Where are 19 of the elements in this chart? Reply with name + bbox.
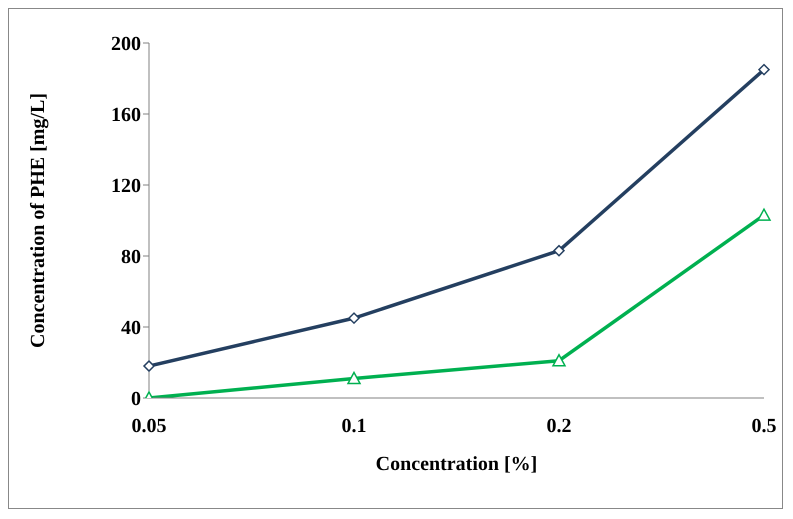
x-tick-label: 0.05: [132, 415, 166, 438]
point: [552, 354, 566, 366]
y-axis-title: Concentration of PHE [mg/L]: [27, 93, 50, 348]
point: [758, 64, 770, 76]
x-tick-label: 0.2: [546, 415, 572, 438]
point: [347, 372, 361, 384]
y-tick-label: 200: [111, 33, 141, 56]
y-tick-label: 0: [131, 388, 141, 410]
x-tick-label: 0.1: [342, 415, 366, 438]
x-axis-title: Concentration [%]: [376, 453, 538, 475]
point: [553, 244, 565, 256]
x-tick-label: 0.5: [752, 415, 776, 438]
y-tick-label: 80: [121, 246, 141, 268]
y-tick-label: 120: [111, 175, 141, 198]
point: [757, 208, 771, 221]
point: [143, 360, 155, 372]
y-tick-label: 40: [121, 317, 141, 340]
point: [348, 312, 360, 324]
y-tick-label: 160: [111, 104, 141, 126]
